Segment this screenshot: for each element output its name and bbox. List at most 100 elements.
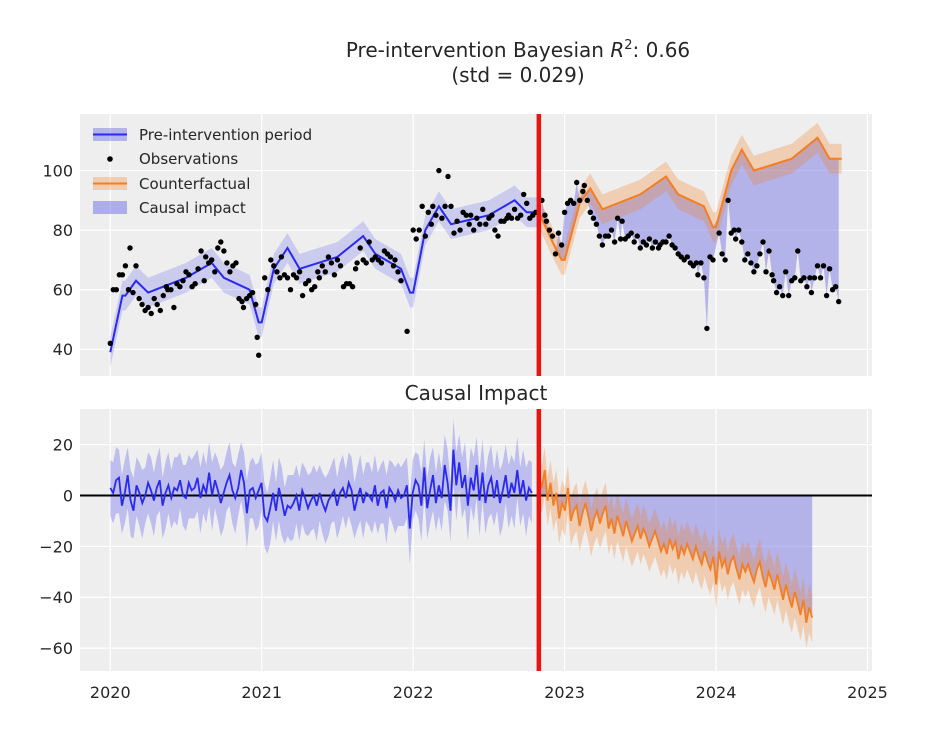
observation-point-223 [769, 272, 775, 278]
observation-point-4 [119, 272, 126, 278]
top-y-tick-2: 80 [53, 221, 73, 240]
observation-point-15 [151, 295, 157, 302]
observation-point-212 [736, 227, 742, 233]
pre-period-uncertainty-band [110, 419, 532, 565]
observation-point-157 [574, 179, 580, 186]
observation-point-78 [334, 257, 341, 263]
x-tick-2022: 2022 [393, 683, 434, 702]
observation-point-11 [139, 301, 145, 308]
observation-point-208 [725, 197, 731, 203]
observation-point-240 [817, 275, 824, 281]
observation-point-59 [278, 254, 285, 260]
svg-text:Counterfactual: Counterfactual [139, 175, 250, 193]
svg-text:Causal impact: Causal impact [139, 199, 246, 217]
observation-point-7 [127, 245, 133, 251]
observation-point-14 [148, 310, 154, 317]
observation-point-115 [448, 203, 454, 209]
observation-point-189 [666, 233, 672, 239]
observation-point-169 [608, 227, 615, 233]
legend-item-pre-intervention: Pre-intervention period [93, 126, 312, 144]
observation-point-210 [731, 227, 737, 233]
observation-point-224 [770, 278, 777, 284]
observation-point-21 [168, 287, 174, 293]
observation-point-99 [395, 269, 401, 275]
top-y-tick-labels: 40 60 80 100 [42, 162, 73, 360]
top-y-tick-3: 100 [42, 162, 73, 181]
observation-point-129 [489, 212, 495, 218]
observation-point-221 [763, 269, 769, 275]
top-lines [109, 136, 842, 353]
observation-point-51 [254, 334, 260, 340]
observation-point-158 [577, 197, 583, 203]
pre-period-impact-line [109, 449, 533, 529]
observation-point-88 [363, 260, 369, 266]
observation-point-85 [354, 260, 360, 266]
observation-point-170 [611, 239, 618, 245]
observation-point-213 [739, 239, 745, 245]
observation-point-150 [552, 251, 559, 257]
observation-point-66 [299, 292, 306, 299]
observation-point-43 [233, 260, 239, 266]
observation-point-83 [349, 284, 356, 290]
observation-point-10 [136, 295, 142, 302]
observation-point-234 [801, 275, 807, 281]
observation-point-204 [710, 257, 716, 263]
observation-point-76 [328, 260, 335, 266]
observation-point-179 [637, 245, 643, 251]
observation-point-219 [757, 251, 763, 257]
observation-point-84 [352, 266, 359, 272]
observation-point-164 [593, 221, 600, 227]
observation-point-56 [271, 263, 277, 269]
observation-point-140 [521, 191, 527, 198]
observation-point-54 [265, 287, 271, 293]
observation-point-165 [596, 233, 603, 239]
observation-point-9 [133, 263, 139, 269]
observation-point-72 [316, 275, 322, 281]
observation-point-127 [483, 221, 489, 227]
observation-point-137 [511, 206, 518, 212]
observation-point-191 [672, 245, 678, 251]
observation-point-57 [274, 269, 280, 275]
observation-point-173 [619, 218, 625, 224]
observation-point-171 [614, 215, 621, 221]
observation-point-243 [826, 266, 833, 272]
observation-point-177 [631, 239, 637, 245]
observation-point-198 [693, 260, 699, 266]
observation-point-36 [212, 269, 218, 275]
observation-point-181 [643, 242, 650, 248]
observation-point-68 [306, 278, 312, 284]
observation-point-200 [698, 260, 704, 266]
top-bands [110, 122, 842, 368]
observation-point-118 [457, 227, 463, 233]
x-tick-2025: 2025 [847, 683, 888, 702]
observation-point-40 [224, 260, 230, 266]
observation-point-139 [518, 212, 524, 218]
observation-point-232 [795, 248, 801, 254]
observation-point-172 [617, 236, 624, 242]
bottom-y-tick-4: −60 [39, 639, 73, 658]
observation-point-0 [107, 340, 114, 346]
observation-point-160 [581, 182, 587, 189]
observation-point-176 [628, 230, 634, 236]
chart-title: Pre-intervention Bayesian R2: 0.66 [346, 38, 690, 62]
observation-point-53 [262, 275, 268, 281]
legend-item-causal-impact: Causal impact [93, 199, 246, 217]
observation-point-246 [836, 298, 842, 305]
observation-point-93 [378, 260, 385, 266]
observation-point-62 [287, 287, 294, 293]
observation-point-222 [766, 248, 772, 254]
observation-point-148 [546, 227, 553, 233]
legend-item-observations: Observations [107, 150, 238, 168]
x-tick-2021: 2021 [241, 683, 282, 702]
observation-point-125 [477, 221, 483, 227]
observation-point-107 [425, 209, 431, 215]
observation-point-116 [451, 230, 457, 236]
observation-point-151 [555, 230, 562, 236]
bottom-y-tick-0: 20 [53, 436, 73, 455]
top-y-tick-0: 40 [53, 340, 73, 359]
observation-point-184 [652, 239, 659, 245]
observation-point-226 [776, 284, 783, 290]
observation-point-131 [495, 233, 501, 239]
observation-point-201 [701, 275, 707, 281]
